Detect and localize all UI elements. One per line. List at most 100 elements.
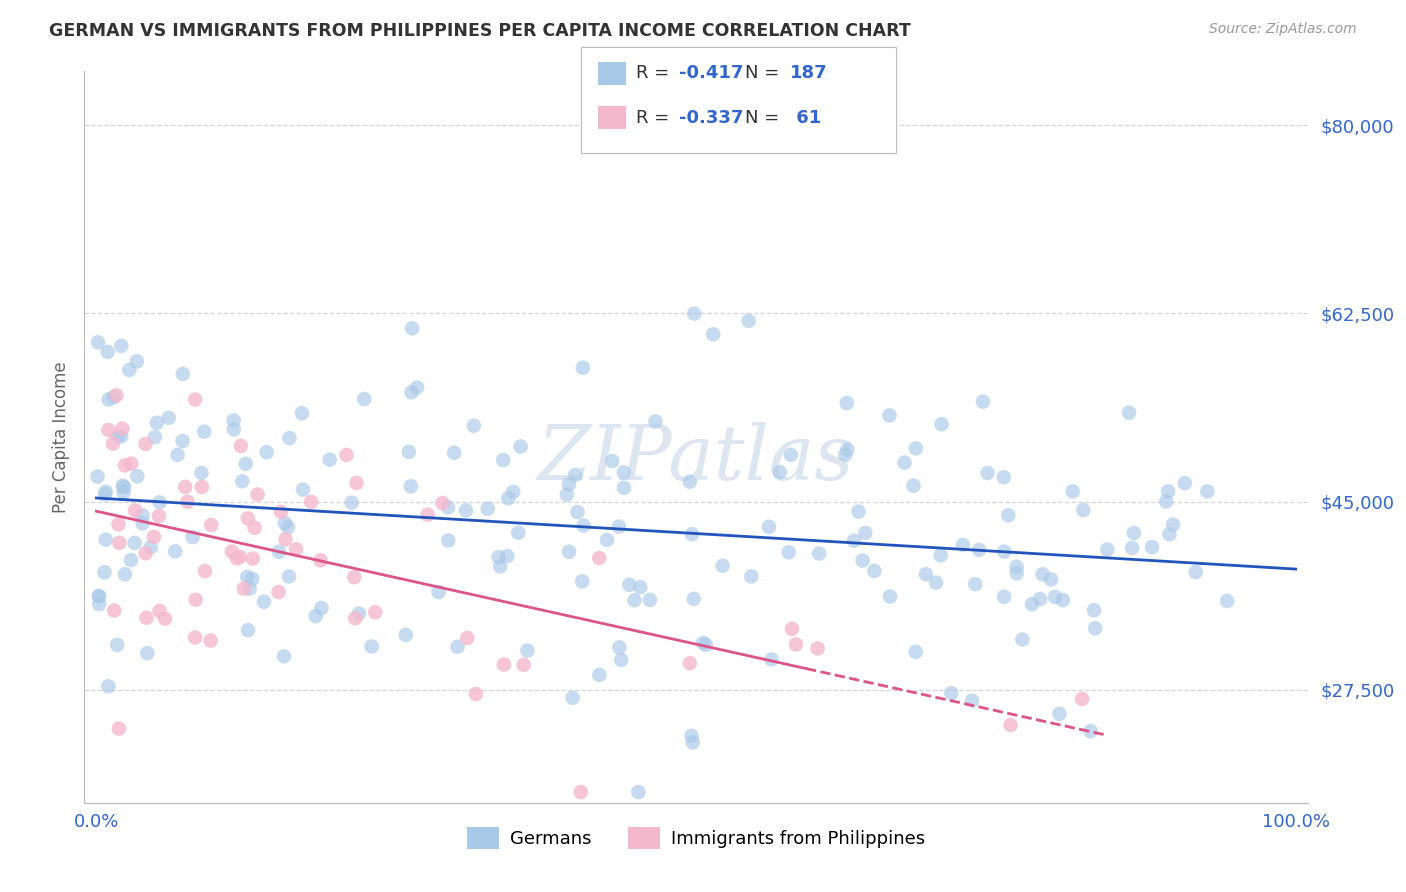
Point	[508, 525, 530, 540]
Point	[512, 657, 534, 672]
Point	[941, 686, 963, 700]
Point	[232, 582, 254, 596]
Point	[401, 321, 423, 335]
Point	[87, 335, 110, 350]
Point	[229, 549, 252, 564]
Point	[835, 396, 858, 410]
Point	[401, 385, 423, 400]
Point	[567, 505, 589, 519]
Point	[516, 643, 538, 657]
Point	[644, 414, 666, 428]
Point	[200, 518, 222, 533]
Point	[319, 452, 342, 467]
Point	[1005, 566, 1028, 581]
Point	[623, 593, 645, 607]
Text: Source: ZipAtlas.com: Source: ZipAtlas.com	[1209, 22, 1357, 37]
Point	[94, 533, 117, 547]
Point	[111, 479, 134, 493]
Point	[222, 413, 245, 427]
Point	[274, 516, 297, 531]
Point	[807, 641, 830, 656]
Y-axis label: Per Capita Income: Per Capita Income	[52, 361, 70, 513]
Point	[236, 623, 259, 637]
Point	[683, 307, 706, 321]
Point	[344, 611, 367, 625]
Point	[1095, 542, 1118, 557]
Point	[256, 445, 278, 459]
Point	[967, 543, 990, 558]
Point	[277, 520, 299, 534]
Point	[89, 597, 111, 611]
Point	[1000, 718, 1022, 732]
Point	[702, 327, 724, 342]
Point	[1049, 706, 1071, 721]
Point	[246, 487, 269, 501]
Point	[758, 520, 780, 534]
Point	[174, 480, 197, 494]
Point	[492, 453, 515, 467]
Point	[118, 363, 141, 377]
Point	[87, 589, 110, 603]
Point	[292, 483, 315, 497]
Point	[343, 570, 366, 584]
Point	[1159, 527, 1181, 541]
Point	[107, 517, 129, 532]
Point	[142, 530, 165, 544]
Point	[1043, 590, 1066, 604]
Point	[1011, 632, 1033, 647]
Text: 61: 61	[790, 109, 821, 127]
Point	[1080, 724, 1102, 739]
Point	[273, 649, 295, 664]
Point	[498, 491, 520, 506]
Point	[105, 638, 128, 652]
Point	[120, 457, 142, 471]
Point	[588, 551, 610, 566]
Point	[1029, 592, 1052, 607]
Point	[679, 475, 702, 489]
Point	[166, 448, 188, 462]
Point	[229, 439, 252, 453]
Text: N =: N =	[745, 64, 785, 82]
Point	[863, 564, 886, 578]
Point	[1032, 567, 1054, 582]
Point	[931, 417, 953, 432]
Point	[87, 590, 110, 604]
Point	[496, 549, 519, 563]
Point	[848, 505, 870, 519]
Point	[191, 480, 214, 494]
Point	[879, 590, 901, 604]
Point	[572, 360, 595, 375]
Point	[997, 508, 1019, 523]
Point	[456, 631, 478, 645]
Point	[347, 607, 370, 621]
Point	[681, 527, 703, 541]
Point	[613, 481, 636, 495]
Point	[112, 480, 135, 494]
Point	[398, 445, 420, 459]
Point	[86, 469, 108, 483]
Text: R =: R =	[636, 64, 675, 82]
Point	[564, 467, 586, 482]
Point	[502, 484, 524, 499]
Point	[929, 549, 952, 563]
Point	[107, 429, 129, 443]
Point	[842, 533, 865, 548]
Point	[740, 569, 762, 583]
Point	[879, 409, 901, 423]
Point	[738, 314, 761, 328]
Point	[353, 392, 375, 406]
Point	[1071, 692, 1094, 706]
Point	[278, 431, 301, 445]
Point	[127, 469, 149, 483]
Point	[149, 495, 172, 509]
Text: GERMAN VS IMMIGRANTS FROM PHILIPPINES PER CAPITA INCOME CORRELATION CHART: GERMAN VS IMMIGRANTS FROM PHILIPPINES PE…	[49, 22, 911, 40]
Point	[143, 430, 166, 444]
Point	[125, 354, 148, 368]
Point	[111, 422, 134, 436]
Point	[682, 591, 704, 606]
Point	[492, 657, 515, 672]
Text: R =: R =	[636, 109, 675, 127]
Point	[610, 653, 633, 667]
Point	[190, 466, 212, 480]
Point	[638, 592, 661, 607]
